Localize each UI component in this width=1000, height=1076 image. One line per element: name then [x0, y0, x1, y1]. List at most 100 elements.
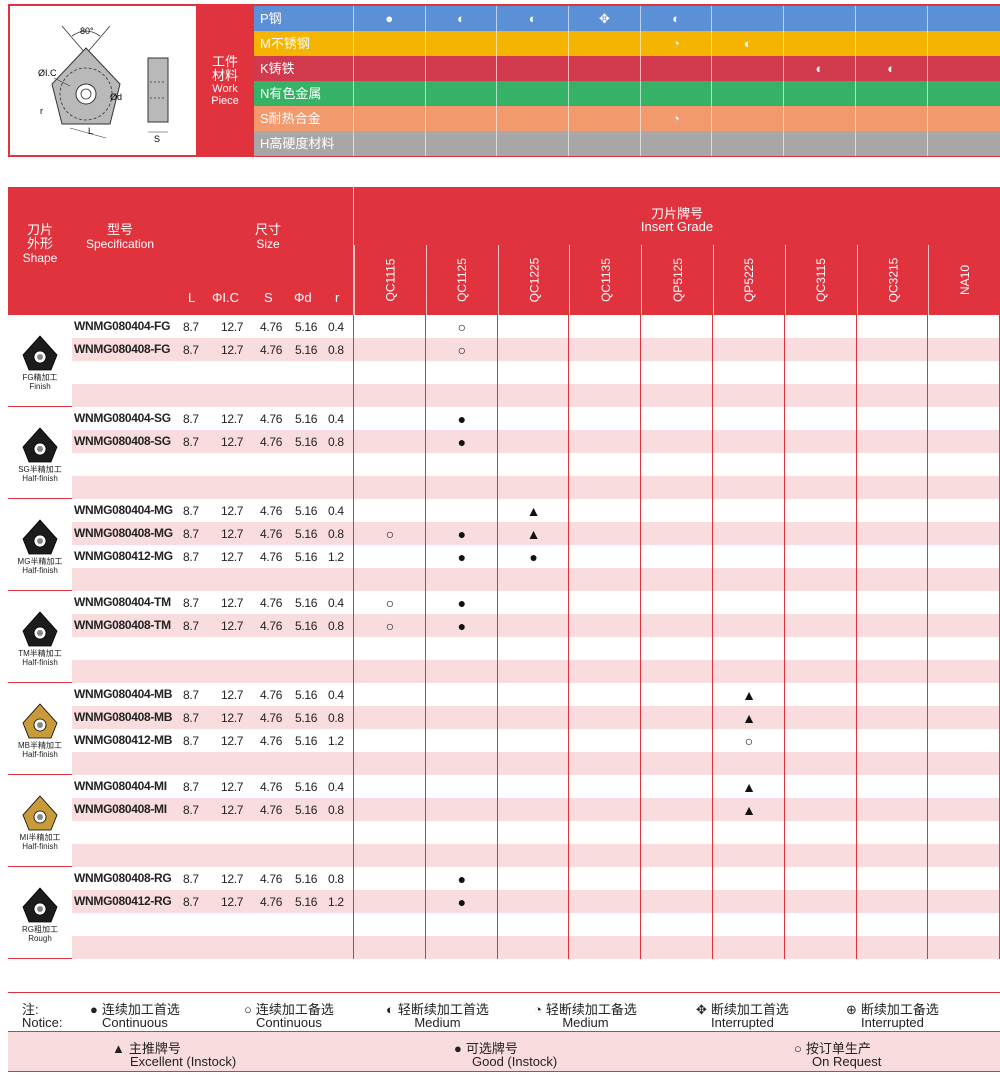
dimension-value: 5.16	[295, 504, 318, 518]
dimension-value: 12.7	[221, 803, 244, 817]
header-shape-cn-1: 刀片	[26, 222, 53, 237]
column-divider	[783, 867, 785, 959]
grade-mark: ○	[457, 318, 467, 335]
insert-shape: SG半精加工 Half-finish	[8, 407, 72, 499]
legend-symbol: ●	[90, 1002, 98, 1017]
material-mark: ◐	[497, 6, 570, 31]
column-divider	[712, 315, 713, 407]
material-mark	[784, 106, 856, 131]
dimension-value: 12.7	[221, 895, 244, 909]
table-row: WNMG080408-RG 8.7 12.7 4.76 5.16 0.8 ●	[72, 867, 1000, 890]
table-row: WNMG080404-MG 8.7 12.7 4.76 5.16 0.4 ▲	[72, 499, 1000, 522]
column-divider	[640, 499, 642, 591]
legend-text-cn: 断续加工首选	[710, 1002, 789, 1017]
material-mark	[928, 31, 1000, 56]
column-divider	[496, 775, 498, 867]
dimension-value: 0.8	[328, 527, 344, 541]
legend-text-cn: 可选牌号	[465, 1041, 518, 1056]
table-row	[72, 568, 1000, 591]
spec-code: WNMG080412-RG	[74, 894, 172, 908]
material-mark	[928, 131, 1000, 156]
insert-shape-caption: RG粗加工 Rough	[8, 925, 72, 943]
column-divider	[353, 315, 354, 407]
dimension-value: 5.16	[295, 619, 318, 633]
dimension-value: 4.76	[260, 780, 283, 794]
column-divider	[855, 499, 857, 591]
table-row	[72, 821, 1000, 844]
legend-symbol: ●	[454, 1041, 462, 1056]
material-mark	[497, 56, 570, 81]
grade-column-header: QP5225	[713, 245, 785, 315]
caption-en: Half-finish	[22, 750, 58, 759]
column-divider	[496, 591, 498, 683]
column-divider	[927, 499, 929, 591]
table-row	[72, 660, 1000, 683]
material-mark	[497, 81, 570, 106]
angle-label: 80°	[80, 26, 94, 36]
column-divider	[783, 407, 785, 499]
insert-shape: MG半精加工 Half-finish	[8, 499, 72, 591]
table-row: WNMG080408-SG 8.7 12.7 4.76 5.16 0.8 ●	[72, 430, 1000, 453]
spec-code: WNMG080412-MB	[74, 733, 173, 747]
dimension-value: 4.76	[260, 803, 283, 817]
dimension-value: 0.8	[328, 872, 344, 886]
material-mark: ◐	[641, 6, 713, 31]
material-name: N有色金属	[254, 81, 354, 106]
legend-item-cn: ⊕ 断续加工备选	[846, 1003, 939, 1016]
dimension-value: 0.4	[328, 780, 344, 794]
grade-column-header: QC3215	[856, 245, 929, 315]
dimension-value: 0.8	[328, 435, 344, 449]
grade-column-header: QC1225	[497, 245, 570, 315]
header-dim-d: Φd	[294, 290, 312, 305]
grade-name: QP5225	[742, 257, 757, 303]
insert-shape-caption: MG半精加工 Half-finish	[8, 557, 72, 575]
material-mark	[712, 6, 785, 31]
dimension-value: 12.7	[221, 527, 244, 541]
table-body: FG精加工 Finish WNMG080404-FG 8.7 12.7 4.76 5.16 0…	[8, 315, 1000, 959]
insert-table: 刀片 外形 Shape 型号 Specification 尺寸 Size L Φ…	[8, 187, 1000, 959]
material-name: K铸铁	[254, 56, 354, 81]
spec-code: WNMG080404-SG	[74, 411, 171, 425]
dimension-value: 4.76	[260, 711, 283, 725]
grade-name: QC1115	[383, 258, 398, 302]
material-mark	[641, 81, 713, 106]
column-divider	[927, 683, 929, 775]
table-row	[72, 913, 1000, 936]
dimension-value: 12.7	[221, 550, 244, 564]
workpiece-label-cn-2: 材料	[211, 67, 238, 83]
column-divider	[783, 775, 785, 867]
caption-en: Half-finish	[22, 566, 58, 575]
column-divider	[855, 867, 857, 959]
insert-shape-caption: SG半精加工 Half-finish	[8, 465, 72, 483]
grade-name: QC3115	[814, 258, 829, 302]
column-divider	[783, 315, 785, 407]
dimension-value: 0.4	[328, 412, 344, 426]
dimension-value: 5.16	[295, 803, 318, 817]
insert-shape-icon	[22, 335, 58, 371]
header-size-cn: 尺寸	[254, 222, 281, 237]
spec-code: WNMG080408-MI	[74, 802, 167, 816]
workpiece-label-en-2: Piece	[211, 94, 239, 107]
table-row: WNMG080412-MB 8.7 12.7 4.76 5.16 1.2 ○	[72, 729, 1000, 752]
material-name: H高硬度材料	[254, 131, 354, 156]
dimension-value: 12.7	[221, 780, 244, 794]
material-mark: ✥	[569, 6, 641, 31]
dimension-value: 5.16	[295, 780, 318, 794]
insert-group: RG粗加工 Rough WNMG080408-RG 8.7 12.7 4.76 5.16 0.…	[8, 867, 1000, 959]
material-mark	[784, 81, 856, 106]
table-row: WNMG080408-MI 8.7 12.7 4.76 5.16 0.8 ▲	[72, 798, 1000, 821]
table-row: WNMG080404-MB 8.7 12.7 4.76 5.16 0.4 ▲	[72, 683, 1000, 706]
dimension-value: 8.7	[183, 711, 199, 725]
material-mark	[497, 131, 570, 156]
dimension-value: 4.76	[260, 619, 283, 633]
column-divider	[568, 683, 570, 775]
dimension-value: 0.4	[328, 596, 344, 610]
column-divider	[712, 499, 713, 591]
insert-group: MB半精加工 Half-finish WNMG080404-MB 8.7 12.7 4.7…	[8, 683, 1000, 775]
table-row	[72, 844, 1000, 867]
table-row: WNMG080408-FG 8.7 12.7 4.76 5.16 0.8 ○	[72, 338, 1000, 361]
table-row: WNMG080408-MG 8.7 12.7 4.76 5.16 0.8 ○ ● ▲	[72, 522, 1000, 545]
header-dim-ic: ΦI.C	[212, 290, 239, 305]
grade-column-header: QC3115	[784, 245, 857, 315]
legend-item: ▲ 主推牌号 Excellent (Instock)	[112, 1042, 236, 1068]
